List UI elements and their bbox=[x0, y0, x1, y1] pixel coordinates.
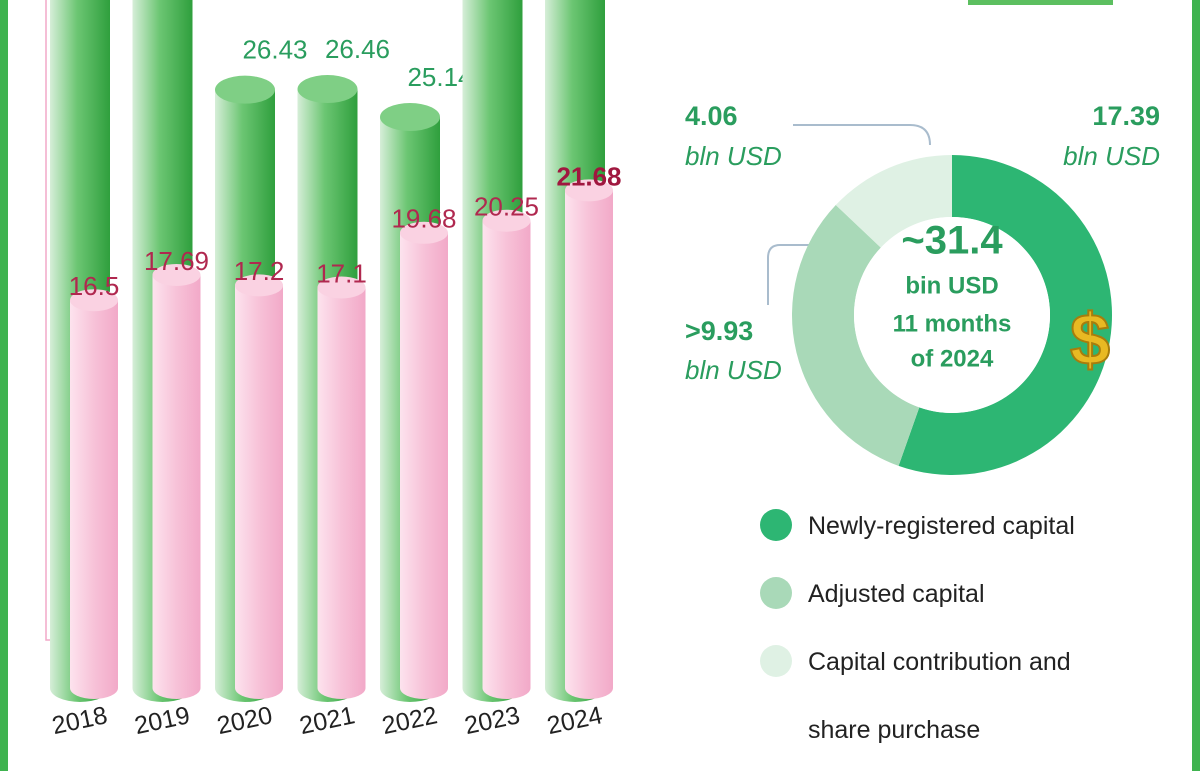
value-label: 16.5 bbox=[69, 271, 120, 301]
center-text: of 2024 bbox=[911, 345, 994, 372]
cylinder-top bbox=[565, 179, 613, 202]
cylinder bbox=[235, 274, 283, 699]
center-text: bin USD bbox=[905, 272, 998, 299]
center-text: 11 months bbox=[893, 310, 1012, 337]
unit-label: bln USD bbox=[685, 355, 782, 385]
cylinder-body bbox=[482, 220, 531, 699]
cylinder-top bbox=[215, 75, 275, 104]
x-tick-label: 2022 bbox=[380, 701, 440, 740]
legend-swatch bbox=[760, 509, 792, 541]
cylinder-top bbox=[380, 103, 440, 132]
cylinder bbox=[152, 263, 201, 699]
value-label: 20.25 bbox=[474, 192, 539, 222]
cylinder bbox=[400, 221, 448, 699]
cylinder bbox=[317, 276, 366, 699]
value-label: 21.68 bbox=[556, 161, 621, 191]
x-tick-label: 2018 bbox=[50, 701, 110, 740]
legend-swatch bbox=[760, 645, 792, 677]
cylinder-top bbox=[70, 289, 118, 312]
donut-hole bbox=[854, 217, 1050, 413]
cylinder-body bbox=[400, 232, 448, 699]
cylinder-top bbox=[400, 221, 448, 244]
cylinder-body bbox=[565, 190, 613, 699]
value-label: 17.1 bbox=[316, 258, 367, 288]
cylinder-top bbox=[152, 263, 201, 286]
cylinder bbox=[565, 179, 613, 699]
dollar-icon: $ bbox=[1069, 299, 1111, 381]
donut-segment bbox=[898, 155, 1113, 476]
value-label: 19.68 bbox=[391, 204, 456, 234]
frame-left bbox=[0, 0, 8, 771]
donut-segment bbox=[835, 155, 952, 248]
leader-line bbox=[793, 124, 931, 146]
cylinder-body bbox=[70, 300, 118, 699]
x-tick-label: 2023 bbox=[462, 701, 522, 740]
cylinder-top bbox=[297, 75, 358, 104]
cylinder bbox=[70, 289, 118, 699]
x-tick-label: 2021 bbox=[297, 701, 357, 740]
value-label: >9.93 bbox=[685, 316, 753, 346]
cylinder-top bbox=[482, 209, 531, 232]
legend-label: Capital contribution and share purchase bbox=[808, 648, 1071, 744]
legend-item: Capital contribution and share purchase bbox=[760, 628, 1120, 764]
cylinder bbox=[482, 209, 531, 699]
legend: Newly-registered capital Adjusted capital… bbox=[760, 492, 1120, 764]
legend-item: Newly-registered capital bbox=[760, 492, 1120, 560]
leader-line bbox=[767, 244, 850, 305]
unit-label: bln USD bbox=[1063, 141, 1160, 171]
value-label: 25.14 bbox=[407, 62, 472, 92]
top-decoration bbox=[968, 0, 1113, 5]
value-label: 17.2 bbox=[234, 256, 285, 286]
unit-label: bln USD bbox=[685, 141, 782, 171]
cylinder-body bbox=[152, 274, 201, 699]
value-label: 26.46 bbox=[325, 34, 390, 64]
legend-swatch bbox=[760, 577, 792, 609]
legend-label: Adjusted capital bbox=[808, 580, 985, 608]
legend-item: Adjusted capital bbox=[760, 560, 1120, 628]
svg-text:$: $ bbox=[1070, 300, 1110, 380]
cylinder-top bbox=[235, 274, 283, 297]
center-text: ~31.4 bbox=[901, 219, 1003, 263]
value-label: 26.43 bbox=[242, 35, 307, 65]
x-tick-label: 2019 bbox=[132, 701, 192, 740]
cylinder-body bbox=[317, 287, 366, 699]
x-tick-label: 2024 bbox=[545, 701, 605, 740]
cylinders: 16.5 2018 17.69 2019 26.43 17.2 2020 26.46 17.1 2… bbox=[50, 0, 622, 740]
cylinder-top bbox=[317, 276, 366, 299]
value-label: 17.69 bbox=[144, 246, 209, 276]
frame-right bbox=[1192, 0, 1200, 771]
donut-segment bbox=[791, 205, 920, 466]
x-tick-label: 2020 bbox=[215, 701, 275, 740]
legend-label: Newly-registered capital bbox=[808, 512, 1075, 540]
cylinder-body bbox=[235, 285, 283, 699]
value-label: 17.39 bbox=[1092, 101, 1160, 131]
value-label: 4.06 bbox=[685, 101, 738, 131]
donut: ~31.4 bin USD 11 months of 2024 bbox=[791, 155, 1113, 476]
